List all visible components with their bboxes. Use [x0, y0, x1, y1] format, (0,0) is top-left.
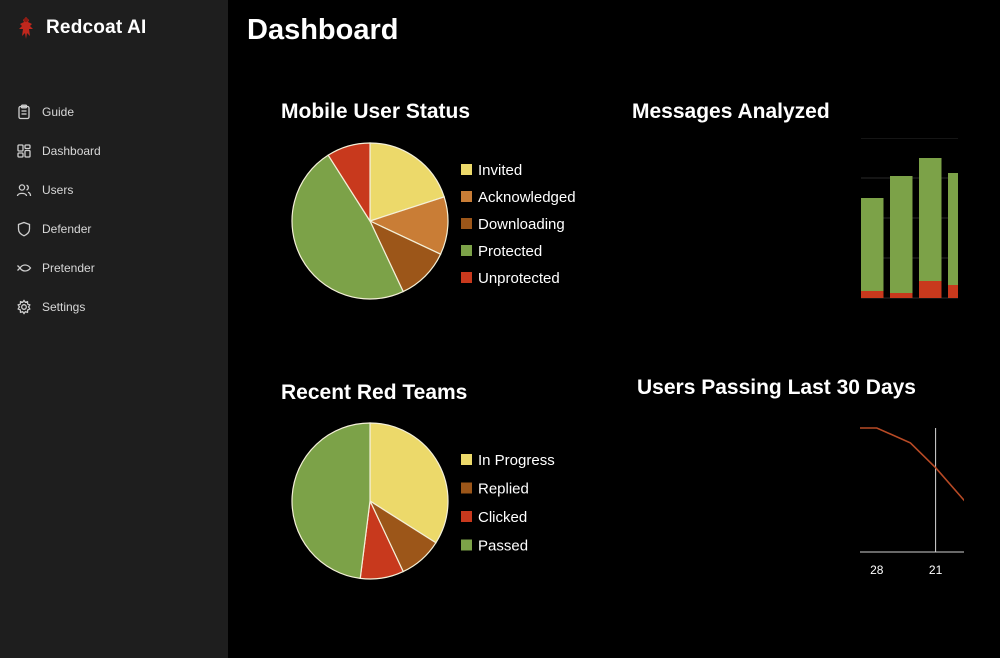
legend-swatch-clicked [461, 511, 472, 522]
users-passing-title: Users Passing Last 30 Days [637, 376, 916, 399]
users-passing-chart: 28211470100%80%60%40%20%0% [860, 427, 964, 577]
sidebar-item-defender[interactable]: Defender [0, 209, 228, 248]
bar-blocked-4 [948, 285, 958, 298]
legend-swatch-protected [461, 245, 472, 256]
pie-slice-invited [369, 142, 445, 222]
sidebar-item-label: Defender [42, 221, 92, 236]
x-tick-label: 28 [870, 563, 884, 577]
legend-swatch-acknowledged [461, 191, 472, 202]
gear-icon [17, 298, 31, 315]
pie-slice-unprotected [327, 142, 371, 224]
bar-processed-3 [919, 158, 942, 281]
bar-blocked-2 [890, 293, 913, 298]
bar-processed-4 [948, 173, 958, 285]
legend-swatch-invited [461, 164, 472, 175]
main-content: Dashboard Mobile User Status Messages An… [228, 0, 1000, 658]
brand[interactable]: Redcoat AI [16, 16, 147, 40]
app-name: Redcoat AI [46, 17, 147, 38]
passing-line [860, 427, 964, 502]
bar-blocked-3 [919, 281, 942, 298]
sidebar-item-label: Guide [42, 104, 75, 119]
legend-label-in-progress: In Progress [478, 452, 555, 469]
legend-label-invited: Invited [478, 162, 522, 179]
sidebar-item-label: Pretender [42, 260, 95, 275]
legend-label-unprotected: Unprotected [478, 270, 560, 287]
pie-slice-passed [291, 422, 371, 580]
sidebar-item-settings[interactable]: Settings [0, 287, 228, 326]
sidebar-item-dashboard[interactable]: Dashboard [0, 131, 228, 170]
legend-label-acknowledged: Acknowledged [478, 189, 576, 206]
shield-icon [17, 221, 31, 237]
sidebar-item-label: Settings [42, 299, 86, 314]
users-icon [16, 183, 32, 196]
legend-label-replied: Replied [478, 481, 529, 498]
legend-label-passed: Passed [478, 538, 528, 555]
sidebar-item-pretender[interactable]: Pretender [0, 248, 228, 287]
mobile-user-status-chart: Invited Acknowledged Downloading Protected U… [291, 142, 576, 300]
page-title: Dashboard [247, 14, 399, 46]
legend-swatch-unprotected [461, 272, 472, 283]
legend-swatch-in-progress [461, 454, 472, 465]
sidebar-item-guide[interactable]: Guide [0, 92, 228, 131]
grid-icon [17, 143, 31, 158]
mobile-user-status-title: Mobile User Status [281, 100, 471, 123]
legend-swatch-downloading [461, 218, 472, 229]
recent-red-teams-chart: In Progress Replied Clicked Passed [291, 422, 555, 580]
legend-swatch-replied [461, 482, 472, 494]
sidebar-item-label: Dashboard [42, 143, 101, 158]
sidebar-nav: Guide Dashboard Users Defender [0, 92, 228, 326]
sidebar-item-label: Users [42, 182, 74, 197]
legend-label-downloading: Downloading [478, 216, 565, 233]
sidebar-item-users[interactable]: Users [0, 170, 228, 209]
bar-processed-1 [861, 198, 884, 291]
sidebar: Redcoat AI Guide Dashboard Users [0, 0, 228, 658]
bar-blocked-1 [861, 291, 884, 298]
x-tick-label: 21 [929, 563, 943, 577]
fish-icon [17, 263, 32, 272]
redcoat-logo-icon [19, 17, 33, 39]
clipboard-icon [18, 104, 30, 119]
pie-slice-protected [291, 154, 405, 300]
bar-processed-2 [890, 176, 913, 293]
legend-swatch-passed [461, 539, 472, 551]
messages-analyzed-title: Messages Analyzed [632, 100, 830, 123]
recent-red-teams-title: Recent Red Teams [281, 381, 468, 404]
legend-label-clicked: Clicked [478, 509, 527, 526]
legend-label-protected: Protected [478, 243, 542, 260]
messages-analyzed-chart: ProcessedBlocked [861, 138, 958, 299]
